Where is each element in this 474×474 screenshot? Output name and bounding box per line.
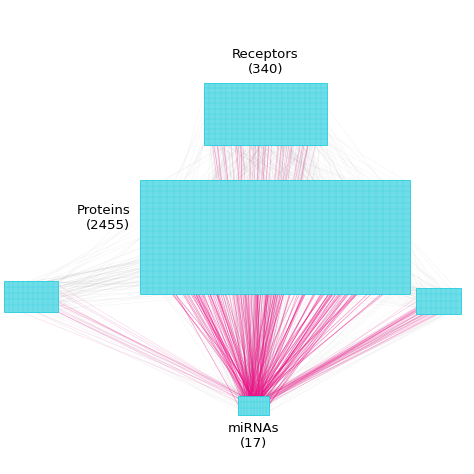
Text: Receptors
(340): Receptors (340) (232, 48, 299, 76)
Bar (140, 180, 410, 294)
Bar (204, 83, 327, 145)
Bar (416, 288, 461, 314)
Text: Proteins
(2455): Proteins (2455) (77, 204, 130, 232)
Text: miRNAs
(17): miRNAs (17) (228, 422, 279, 450)
Bar (3, 281, 58, 312)
Bar (238, 396, 269, 415)
